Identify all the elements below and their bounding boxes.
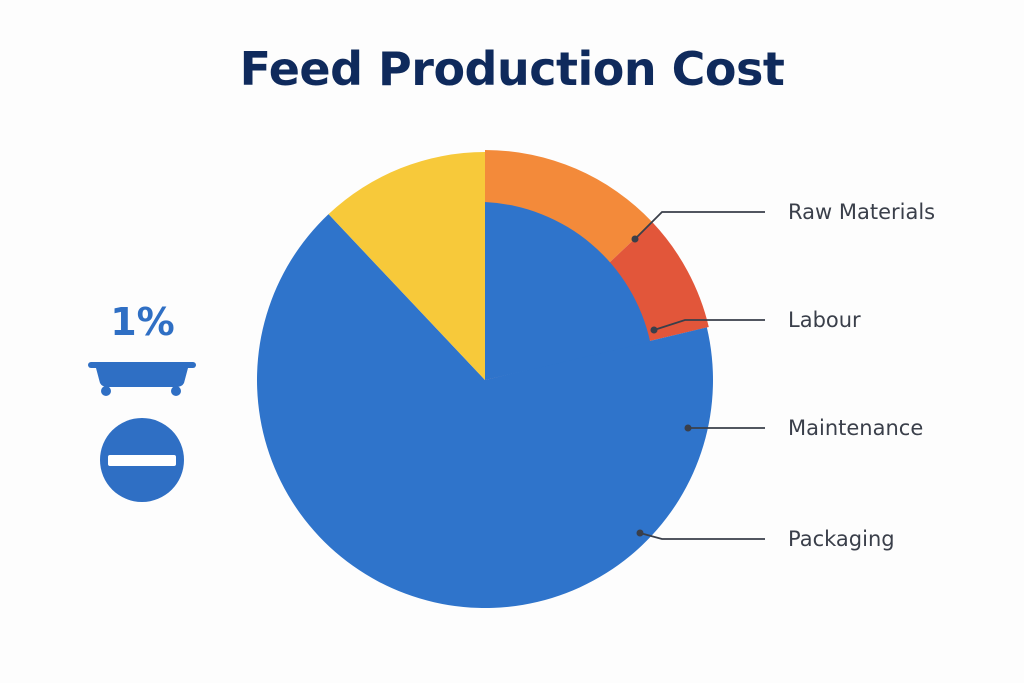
pie-slice-unlabeled [328,152,485,380]
chart-title: Feed Production Cost [239,42,785,96]
legend-packaging: Packaging [636,527,895,551]
legend-label-labour: Labour [788,308,861,332]
legend-labour: Labour [650,308,861,334]
minus-circle-icon [100,418,184,502]
side-percent-label: 1% [110,300,175,344]
legend-maintenance: Maintenance [684,416,923,440]
leader-line-labour [653,319,765,331]
bathtub-icon [88,362,196,396]
legend-raw-materials: Raw Materials [631,200,935,243]
pie-slice-packaging-inner [485,202,651,380]
legend-label-raw-materials: Raw Materials [788,200,935,224]
pie-slice-packaging [257,214,713,609]
leader-line-packaging [639,532,765,540]
leader-line-raw-materials [634,211,765,240]
legend-label-maintenance: Maintenance [788,416,923,440]
legend-label-packaging: Packaging [788,527,895,551]
